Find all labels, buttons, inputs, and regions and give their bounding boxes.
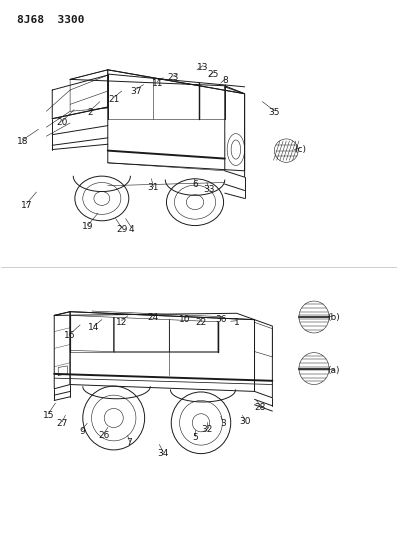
Text: 6: 6 — [192, 180, 198, 189]
Text: 12: 12 — [116, 318, 127, 327]
Text: 1: 1 — [234, 318, 240, 327]
Text: 8J68  3300: 8J68 3300 — [18, 15, 85, 26]
Text: 2: 2 — [87, 108, 93, 117]
Text: 19: 19 — [82, 222, 94, 231]
Text: 36: 36 — [215, 315, 226, 324]
Text: 14: 14 — [88, 323, 100, 332]
Text: 34: 34 — [158, 449, 169, 458]
Text: 16: 16 — [64, 331, 76, 340]
Text: (b): (b) — [328, 312, 340, 321]
Text: 28: 28 — [255, 403, 266, 412]
Text: (c): (c) — [294, 145, 306, 154]
Text: 4: 4 — [129, 225, 135, 234]
Text: 22: 22 — [195, 318, 207, 327]
Text: 25: 25 — [207, 70, 219, 78]
Text: 26: 26 — [98, 431, 109, 440]
Text: 7: 7 — [127, 439, 133, 448]
Text: 33: 33 — [203, 185, 215, 194]
Text: 18: 18 — [17, 137, 28, 146]
Text: 23: 23 — [168, 73, 179, 82]
Text: 30: 30 — [239, 417, 250, 426]
Text: 31: 31 — [148, 183, 159, 192]
Text: 9: 9 — [79, 427, 85, 436]
Text: 10: 10 — [179, 315, 191, 324]
Text: 5: 5 — [192, 433, 198, 442]
Text: 35: 35 — [269, 108, 280, 117]
Text: 29: 29 — [116, 225, 127, 234]
Text: 27: 27 — [57, 419, 68, 428]
Text: 15: 15 — [43, 411, 54, 420]
Text: 13: 13 — [197, 63, 209, 71]
Text: 11: 11 — [152, 78, 163, 87]
Text: 21: 21 — [108, 94, 119, 103]
Text: 32: 32 — [201, 425, 213, 434]
Text: 8: 8 — [222, 76, 228, 85]
Text: 17: 17 — [21, 201, 32, 210]
Text: 3: 3 — [220, 419, 226, 428]
Text: 37: 37 — [130, 86, 141, 95]
Text: 24: 24 — [148, 312, 159, 321]
Text: 20: 20 — [57, 118, 68, 127]
Text: (a): (a) — [328, 366, 340, 375]
